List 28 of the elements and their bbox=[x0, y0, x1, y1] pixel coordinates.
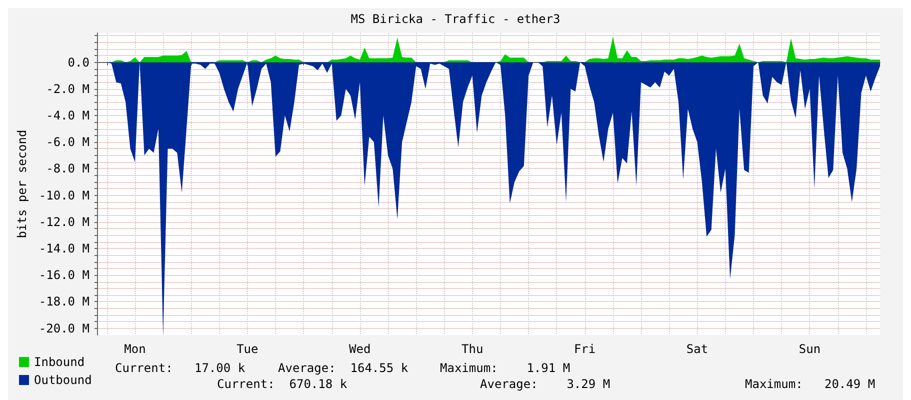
legend-label: Inbound bbox=[34, 355, 85, 369]
x-tick-label: Fri bbox=[574, 342, 596, 356]
y-tick-label: -16.0 M bbox=[38, 268, 90, 282]
y-tick-label: -20.0 M bbox=[38, 321, 90, 336]
x-tick-label: Tue bbox=[236, 342, 258, 356]
y-tick-label: -4.0 M bbox=[46, 108, 90, 122]
text: Average: 164.55 k bbox=[278, 361, 409, 375]
y-tick-label: -18.0 M bbox=[38, 294, 90, 309]
y-tick-label: -10.0 M bbox=[38, 188, 90, 202]
text: Current: 670.18 k bbox=[217, 377, 348, 391]
chart-title: MS Biricka - Traffic - ether3 bbox=[350, 12, 560, 26]
y-axis-title: bits per second bbox=[15, 130, 29, 238]
text: Average: 3.29 M bbox=[480, 377, 610, 391]
y-tick-label: -14.0 M bbox=[38, 242, 90, 256]
y-tick-label: 0.0 bbox=[68, 55, 90, 70]
x-tick-label: Sat bbox=[686, 342, 708, 356]
text: Maximum: 20.49 M bbox=[745, 377, 876, 391]
text: Maximum: 1.91 M bbox=[440, 361, 570, 375]
y-tick-label: -8.0 M bbox=[46, 162, 90, 176]
legend-label: Outbound bbox=[34, 373, 92, 387]
x-tick-label: Wed bbox=[349, 342, 371, 356]
x-tick-label: Sun bbox=[798, 342, 821, 356]
x-tick-label: Mon bbox=[124, 342, 146, 356]
y-tick-label: -12.0 M bbox=[38, 214, 90, 229]
text: Current: 17.00 k bbox=[115, 361, 246, 375]
y-tick-label: -2.0 M bbox=[46, 82, 90, 96]
y-tick-label: -6.0 M bbox=[46, 135, 90, 150]
x-tick-label: Thu bbox=[461, 342, 484, 356]
